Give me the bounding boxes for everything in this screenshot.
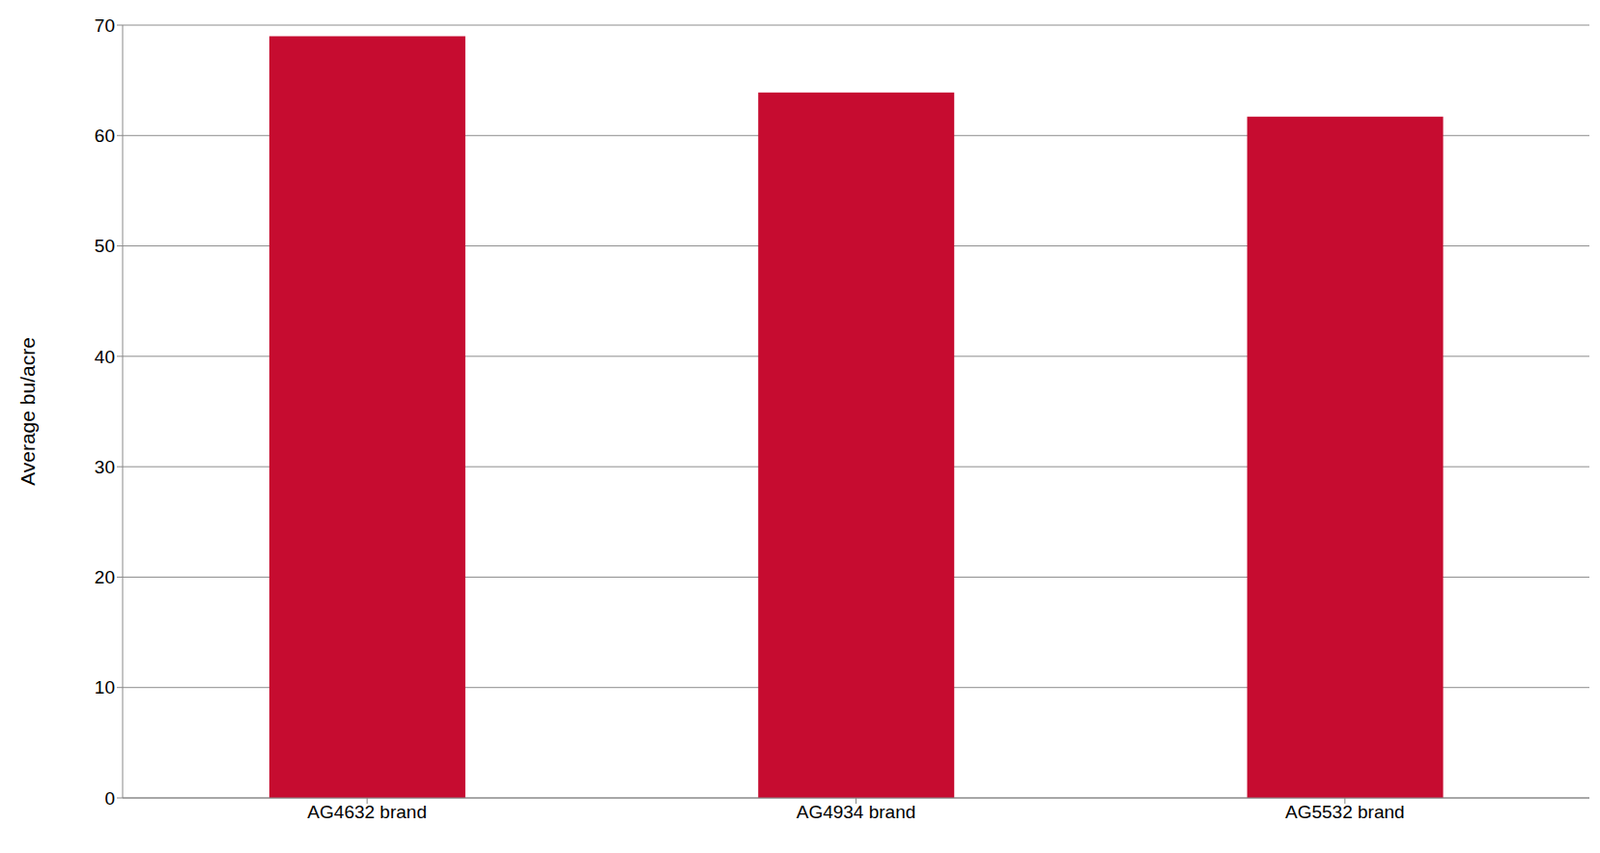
svg-text:AG4632 brand: AG4632 brand — [307, 801, 427, 822]
svg-text:70: 70 — [94, 15, 115, 36]
svg-text:40: 40 — [94, 346, 115, 367]
svg-text:10: 10 — [94, 676, 115, 698]
svg-text:0: 0 — [104, 787, 115, 809]
svg-text:Average bu/acre: Average bu/acre — [16, 336, 39, 486]
svg-text:60: 60 — [94, 125, 115, 146]
svg-text:30: 30 — [94, 456, 115, 478]
svg-text:20: 20 — [94, 566, 115, 588]
svg-text:AG4934 brand: AG4934 brand — [796, 801, 917, 822]
svg-text:AG5532 brand: AG5532 brand — [1285, 801, 1405, 822]
svg-text:50: 50 — [94, 235, 115, 256]
